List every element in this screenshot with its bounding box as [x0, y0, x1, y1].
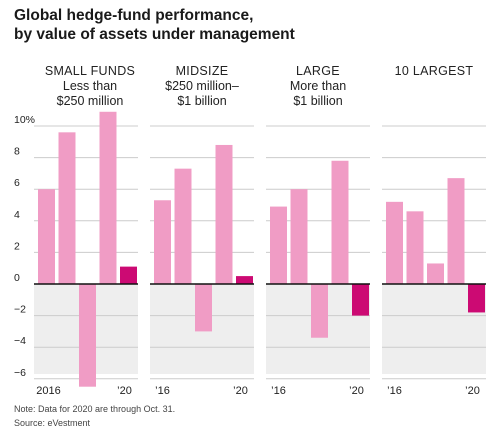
panel-name: 10 LARGEST [394, 64, 474, 78]
panel-subtitle-line: Less than [62, 79, 118, 93]
panel-subtitle-line: $250 million [56, 94, 124, 108]
panel-subtitle-line: $1 billion [177, 94, 227, 108]
y-tick-label: 8 [14, 146, 20, 158]
bar [352, 284, 369, 316]
bar [174, 168, 192, 284]
bar [79, 284, 96, 387]
bar [120, 266, 137, 284]
title-line-2: by value of assets under management [14, 26, 295, 43]
bar [270, 206, 287, 284]
bar [154, 200, 171, 284]
y-tick-label: −4 [14, 335, 26, 347]
note-text: Note: Data for 2020 are through Oct. 31. [14, 404, 176, 414]
x-tick-label: ’20 [349, 385, 364, 397]
bar [38, 189, 55, 284]
y-tick-label: −2 [14, 304, 26, 316]
panel-header-10-largest: 10 LARGEST [378, 64, 490, 79]
bar [236, 276, 253, 284]
x-tick-label: ’16 [271, 385, 286, 397]
panel-header-midsize: MIDSIZE $250 million– $1 billion [146, 64, 258, 109]
y-tick-label: −6 [14, 367, 26, 379]
y-tick-label: 10% [14, 114, 35, 126]
bar [195, 284, 212, 332]
panel-name: LARGE [296, 64, 340, 78]
x-tick-label: ’16 [155, 385, 170, 397]
bar [99, 111, 117, 284]
bar [58, 132, 76, 284]
x-tick-label: ’20 [233, 385, 248, 397]
y-tick-label: 0 [14, 272, 20, 284]
bar [447, 178, 465, 284]
footnote: Note: Data for 2020 are through Oct. 31.… [14, 402, 175, 430]
chart-title: Global hedge-fund performance, by value … [14, 6, 295, 44]
panel-subtitle-line: More than [289, 79, 347, 93]
bar [215, 144, 233, 284]
title-line-1: Global hedge-fund performance, [14, 7, 254, 24]
panel-subtitle-line: $1 billion [293, 94, 343, 108]
y-tick-label: 2 [14, 240, 20, 252]
bar [386, 201, 403, 284]
y-tick-label: 4 [14, 209, 20, 221]
panel-header-large: LARGE More than $1 billion [262, 64, 374, 109]
x-tick-label: ’16 [387, 385, 402, 397]
panel-name: SMALL FUNDS [44, 64, 136, 78]
bar [331, 160, 349, 284]
x-tick-label: 2016 [36, 385, 60, 397]
panel-header-small-funds: SMALL FUNDS Less than $250 million [34, 64, 146, 109]
panel-subtitle-line: $250 million– [165, 79, 239, 93]
x-tick-label: ’20 [117, 385, 132, 397]
bar [406, 211, 424, 284]
source-text: Source: eVestment [14, 418, 91, 428]
x-tick-label: ’20 [465, 385, 480, 397]
panel-name: MIDSIZE [175, 64, 229, 78]
bar [468, 284, 485, 313]
bar [311, 284, 328, 338]
bar [290, 189, 308, 284]
y-tick-label: 6 [14, 177, 20, 189]
bar [427, 263, 444, 284]
